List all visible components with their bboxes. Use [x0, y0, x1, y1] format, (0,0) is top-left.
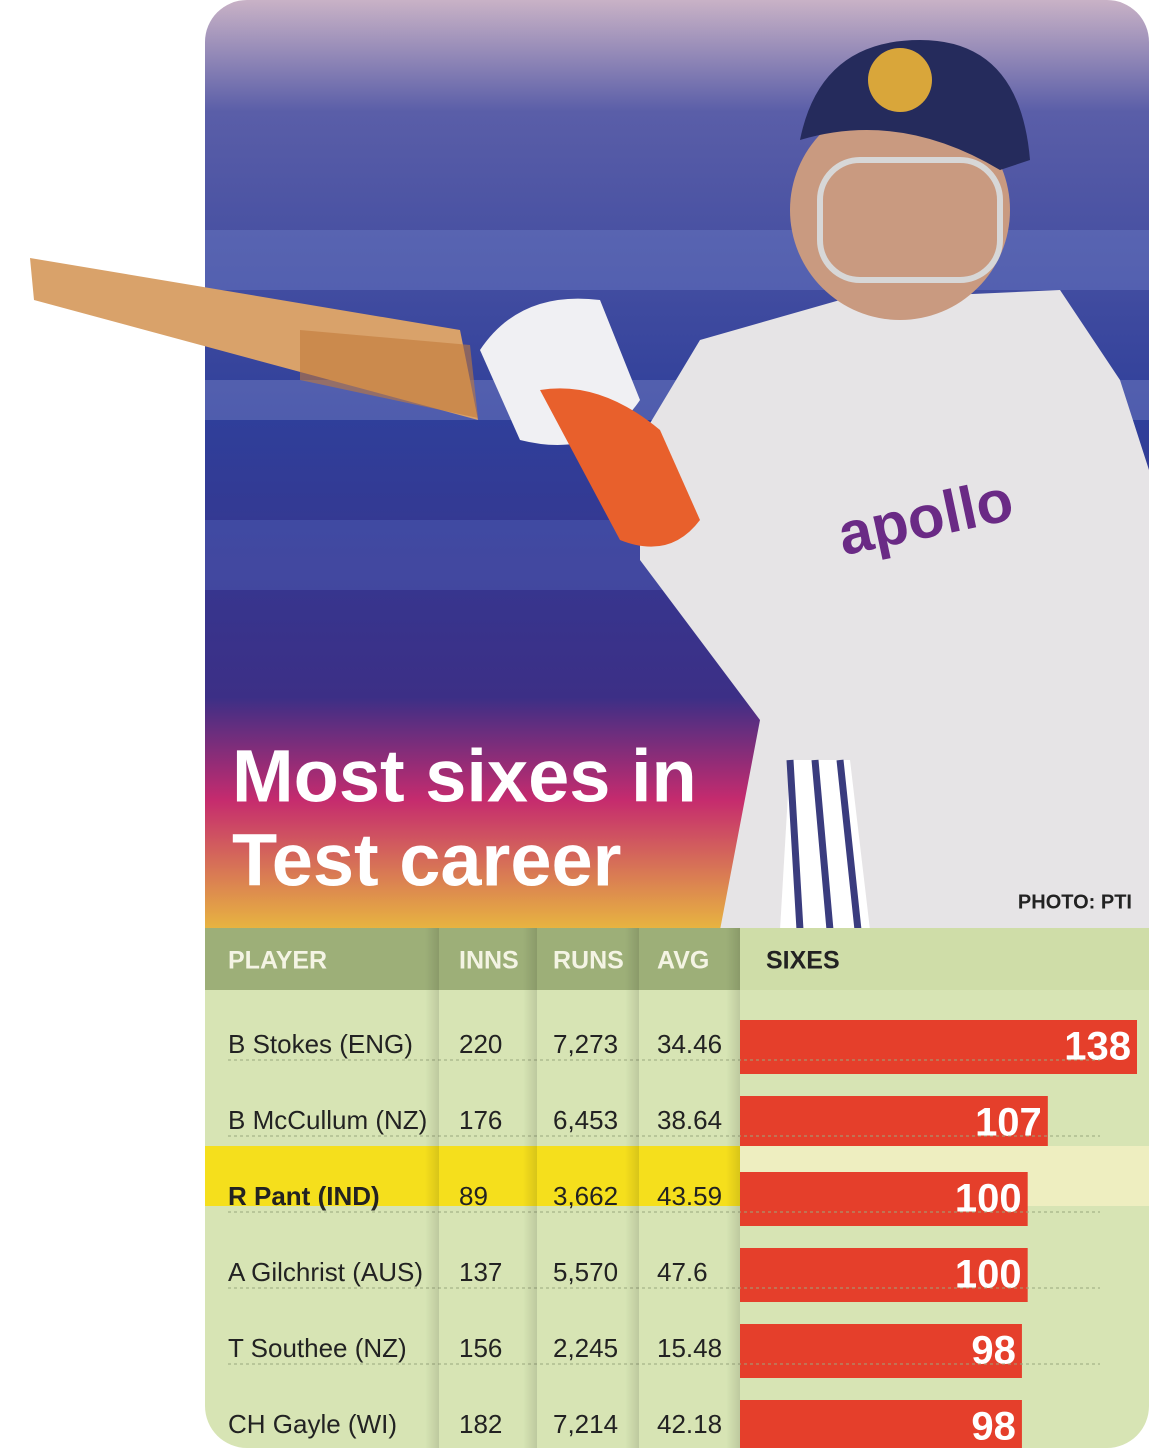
inns-cell: 89 — [459, 1181, 488, 1211]
avg-cell: 15.48 — [657, 1333, 722, 1363]
inns-cell: 182 — [459, 1409, 502, 1439]
runs-cell: 7,214 — [553, 1409, 618, 1439]
title: Most sixes in — [232, 735, 697, 818]
avg-cell: 47.6 — [657, 1257, 708, 1287]
inns-cell: 176 — [459, 1105, 502, 1135]
bar — [740, 1400, 1022, 1448]
player-name: CH Gayle (WI) — [228, 1409, 397, 1439]
column-header: AVG — [657, 947, 709, 975]
player-name: T Southee (NZ) — [228, 1333, 407, 1363]
runs-cell: 7,273 — [553, 1029, 618, 1059]
bar — [740, 1172, 1028, 1226]
bat-and-gloves — [30, 258, 700, 547]
player-name: B Stokes (ENG) — [228, 1029, 413, 1059]
avg-cell: 34.46 — [657, 1029, 722, 1059]
bar — [740, 1020, 1137, 1074]
bar-label: 98 — [971, 1329, 1016, 1373]
highlight-row — [205, 1146, 740, 1206]
inns-cell: 220 — [459, 1029, 502, 1059]
bar — [740, 1324, 1022, 1378]
runs-cell: 2,245 — [553, 1333, 618, 1363]
bar-label: 100 — [955, 1177, 1022, 1221]
bar — [740, 1096, 1048, 1150]
runs-cell: 5,570 — [553, 1257, 618, 1287]
rows: PLAYER INNS RUNS AVG SIXES B Stokes (ENG) 220 7… — [205, 947, 1149, 1448]
inns-cell: 137 — [459, 1257, 502, 1287]
inns-cell: 156 — [459, 1333, 502, 1363]
title: Test career — [232, 819, 621, 902]
avg-cell: 43.59 — [657, 1181, 722, 1211]
avg-cell: 42.18 — [657, 1409, 722, 1439]
player-name: R Pant (IND) — [228, 1181, 380, 1211]
photo-credit: PHOTO: PTI — [1018, 891, 1132, 913]
runs-cell: 6,453 — [553, 1105, 618, 1135]
bar-label: 138 — [1064, 1025, 1131, 1069]
column-header: RUNS — [553, 947, 624, 975]
avg-cell: 38.64 — [657, 1105, 722, 1135]
bar-label: 100 — [955, 1253, 1022, 1297]
column-header: SIXES — [766, 947, 840, 975]
player-name: A Gilchrist (AUS) — [228, 1257, 423, 1287]
bar — [740, 1248, 1028, 1302]
table: PLAYER INNS RUNS AVG SIXES B Stokes (ENG) 220 7… — [205, 928, 1149, 1448]
column-header: INNS — [459, 947, 519, 975]
photo: apollo — [205, 0, 1149, 931]
bar-label: 107 — [975, 1101, 1042, 1145]
player-name: B McCullum (NZ) — [228, 1105, 427, 1135]
column-header: PLAYER — [228, 947, 327, 975]
runs-cell: 3,662 — [553, 1181, 618, 1211]
bar-label: 98 — [971, 1405, 1016, 1448]
